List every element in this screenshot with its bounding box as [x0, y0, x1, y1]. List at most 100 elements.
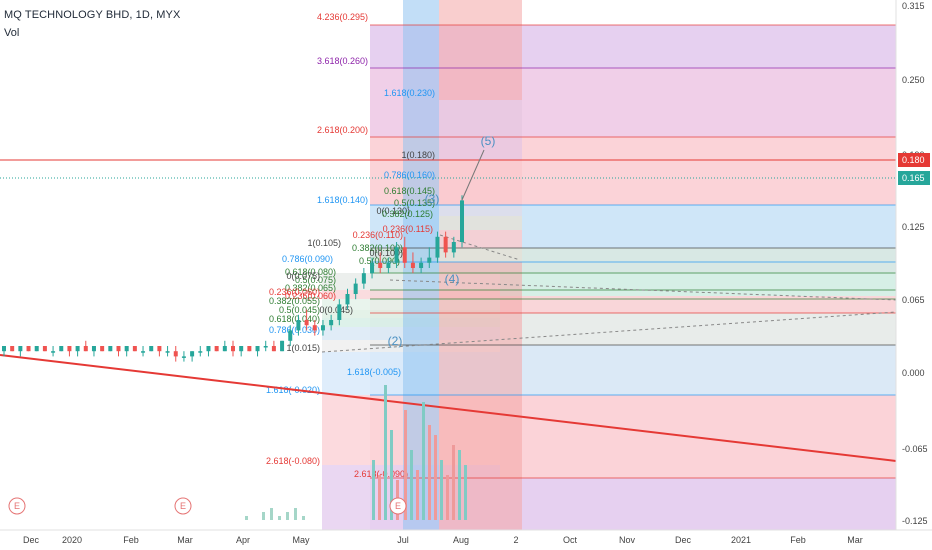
fib-level-label: 0.786(0.090) — [282, 254, 333, 264]
candle-body — [435, 236, 440, 258]
earnings-marker-label: E — [395, 501, 401, 511]
earnings-marker — [174, 497, 192, 515]
fib-right-label: 0(0.130) — [376, 206, 410, 216]
candle-body — [10, 346, 15, 352]
candle-body — [132, 346, 137, 352]
time-tick-label: Nov — [619, 535, 636, 545]
candle-body — [124, 346, 129, 352]
fib-right-label: 0.382(0.100) — [352, 243, 403, 253]
time-tick-label: Aug — [453, 535, 469, 545]
candle-body — [59, 346, 64, 352]
candle-body — [239, 346, 244, 352]
wave-label: (4) — [445, 272, 460, 286]
time-tick-label: Mar — [177, 535, 193, 545]
candle-body — [337, 304, 342, 320]
candle-body — [370, 262, 375, 274]
candle-body — [280, 340, 285, 352]
candle-body — [149, 346, 154, 352]
fib-right-zone — [439, 216, 522, 230]
fib-level-label: 2.618(-0.090) — [354, 469, 408, 479]
volume-bar — [390, 430, 393, 520]
time-range-red — [439, 0, 522, 530]
time-tick-label: Dec — [675, 535, 692, 545]
candle-body — [263, 346, 268, 348]
earnings-marker — [8, 497, 26, 515]
earnings-marker — [389, 497, 407, 515]
fib-level-label: 0.618(0.080) — [285, 267, 336, 277]
candle-body — [378, 262, 383, 268]
candle-body — [157, 346, 162, 352]
volume-bar — [245, 516, 248, 520]
volume-bar — [302, 516, 305, 520]
last-price-badge — [898, 171, 930, 185]
candle-body — [460, 200, 464, 242]
fib-level-label: 4.236(0.295) — [317, 12, 368, 22]
candle-body — [51, 351, 56, 353]
fib-right-zone — [439, 160, 522, 205]
fib-left-label: 0(0.075) — [286, 271, 320, 281]
candle-body — [26, 346, 31, 352]
fib-right-label: 1(0.180) — [401, 150, 435, 160]
fib-left-label: 0.5(0.045) — [279, 305, 320, 315]
fib-right-label: 1.618(0.230) — [384, 88, 435, 98]
wave-connector — [461, 149, 485, 201]
price-tick-label: 0.125 — [902, 222, 925, 232]
candle-body — [2, 346, 6, 352]
price-tick-label: 0.250 — [902, 75, 925, 85]
candle-body — [386, 262, 391, 268]
fib-right-label: 0.236(0.115) — [383, 224, 433, 234]
fib-level-label: 1.618(-0.005) — [347, 367, 401, 377]
candle-body — [141, 351, 146, 353]
volume-bar — [458, 450, 461, 520]
fib-level-label: 1(0.105) — [307, 238, 341, 248]
candle-body — [231, 346, 235, 352]
time-tick-label: Oct — [563, 535, 578, 545]
time-tick-label: Dec — [23, 535, 40, 545]
price-tick-label: 0.315 — [902, 1, 925, 11]
candle-body — [394, 247, 399, 263]
price-tick-label: -0.065 — [902, 444, 928, 454]
volume-bar — [452, 445, 455, 520]
fib-right-zone — [439, 248, 522, 262]
time-tick-label: Feb — [790, 535, 806, 545]
last-price-badge — [898, 153, 930, 167]
candle-body — [296, 320, 301, 331]
candle-body — [198, 351, 203, 353]
volume-bar — [422, 402, 425, 520]
time-tick-label: 2020 — [62, 535, 82, 545]
fib-level-label: 0(0.045) — [319, 305, 353, 315]
candle-body — [181, 356, 186, 358]
volume-bar — [434, 435, 437, 520]
fib-left-label: 0.382(0.055) — [269, 296, 320, 306]
time-tick-label: Jul — [397, 535, 409, 545]
fib-right-label: 0.786(0.160) — [384, 170, 435, 180]
fib-level-label: 0.5(0.075) — [295, 275, 336, 285]
candle-body — [75, 346, 80, 352]
last-price-text: 0.180 — [902, 155, 925, 165]
fib-level-label: 1.618(0.140) — [317, 195, 368, 205]
candle-body — [190, 351, 195, 357]
time-tick-label: Mar — [847, 535, 863, 545]
dashed-trend-line — [389, 279, 897, 301]
time-tick-label: Apr — [236, 535, 250, 545]
volume-legend[interactable]: Vol — [4, 27, 20, 39]
fib-right-label: 0(0.100) — [369, 248, 403, 258]
candle-body — [320, 325, 325, 331]
fib-left-label: 0.236(0.060) — [269, 287, 320, 297]
volume-bar — [278, 516, 281, 520]
symbol-title[interactable]: MQ TECHNOLOGY BHD, 1D, MYX — [4, 9, 181, 21]
fib-right-zone — [439, 100, 522, 160]
candle-body — [443, 236, 448, 253]
earnings-marker-label: E — [14, 501, 20, 511]
volume-bar — [410, 450, 413, 520]
candle-body — [67, 346, 72, 352]
fib-level-label: 3.618(0.260) — [317, 56, 368, 66]
candle-body — [206, 346, 211, 352]
fib-right-label: 0.5(0.135) — [394, 198, 435, 208]
fib-right-zone — [439, 230, 522, 248]
fib-right-label: 0.5(0.090) — [359, 256, 400, 266]
volume-bar — [416, 470, 419, 520]
candle-body — [410, 262, 415, 268]
fib-level-label: 2.618(0.200) — [317, 125, 368, 135]
